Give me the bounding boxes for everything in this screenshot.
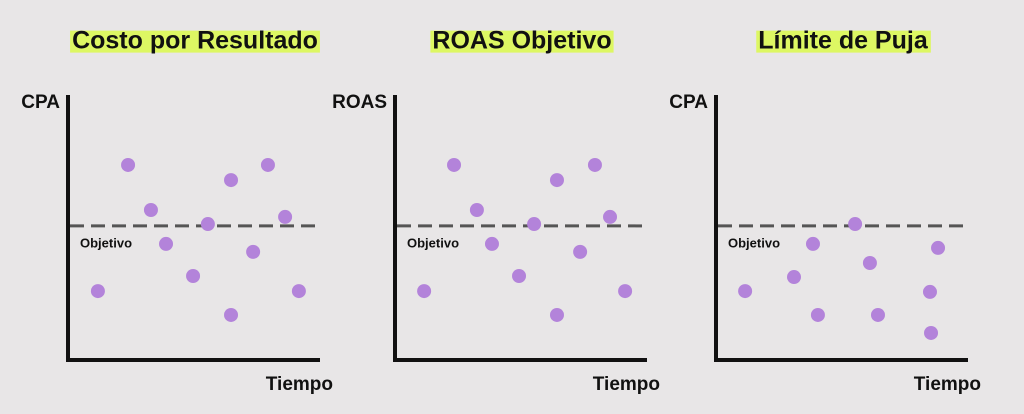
point: [527, 217, 542, 232]
point: [862, 256, 877, 271]
panel: Costo por Resultado CPA Tiempo Objetivo: [21, 27, 333, 395]
point: [291, 284, 306, 299]
point: [549, 307, 564, 322]
point: [922, 284, 937, 299]
chart-title: ROAS Objetivo: [432, 27, 611, 55]
y-axis-label: ROAS: [332, 92, 387, 113]
y-axis-label: CPA: [21, 92, 60, 113]
point: [224, 307, 239, 322]
point: [121, 157, 136, 172]
y-axis-label: CPA: [669, 92, 708, 113]
target-label: Objetivo: [80, 235, 132, 250]
point: [870, 307, 885, 322]
point: [200, 217, 215, 232]
point: [186, 268, 201, 283]
title-highlight: [430, 30, 614, 53]
point: [260, 157, 275, 172]
point: [603, 209, 618, 224]
point: [738, 284, 753, 299]
panel: ROAS Objetivo ROAS Tiempo Objetivo: [332, 27, 660, 395]
point: [224, 173, 239, 188]
point: [573, 244, 588, 259]
x-axis-label: Tiempo: [266, 374, 333, 395]
point: [143, 203, 158, 218]
point: [805, 236, 820, 251]
point: [278, 209, 293, 224]
x-axis-label: Tiempo: [593, 374, 660, 395]
panel: Límite de Puja CPA Tiempo Objetivo: [669, 27, 981, 395]
point: [484, 236, 499, 251]
point: [447, 157, 462, 172]
point: [787, 270, 801, 285]
title-highlight: [70, 30, 320, 53]
point: [90, 284, 105, 299]
point: [469, 203, 484, 218]
point: [159, 236, 174, 251]
target-label: Objetivo: [407, 235, 459, 250]
point: [246, 244, 261, 259]
point: [512, 268, 527, 283]
x-axis-label: Tiempo: [914, 374, 981, 395]
point: [931, 240, 946, 255]
point: [417, 284, 432, 299]
point: [810, 307, 825, 322]
point: [618, 284, 633, 299]
chart-title: Costo por Resultado: [72, 27, 318, 55]
point: [924, 325, 939, 340]
point: [549, 173, 564, 188]
point: [848, 217, 863, 232]
title-highlight: [756, 30, 931, 53]
target-label: Objetivo: [728, 235, 780, 250]
point: [587, 157, 602, 172]
chart-title: Límite de Puja: [758, 27, 929, 55]
